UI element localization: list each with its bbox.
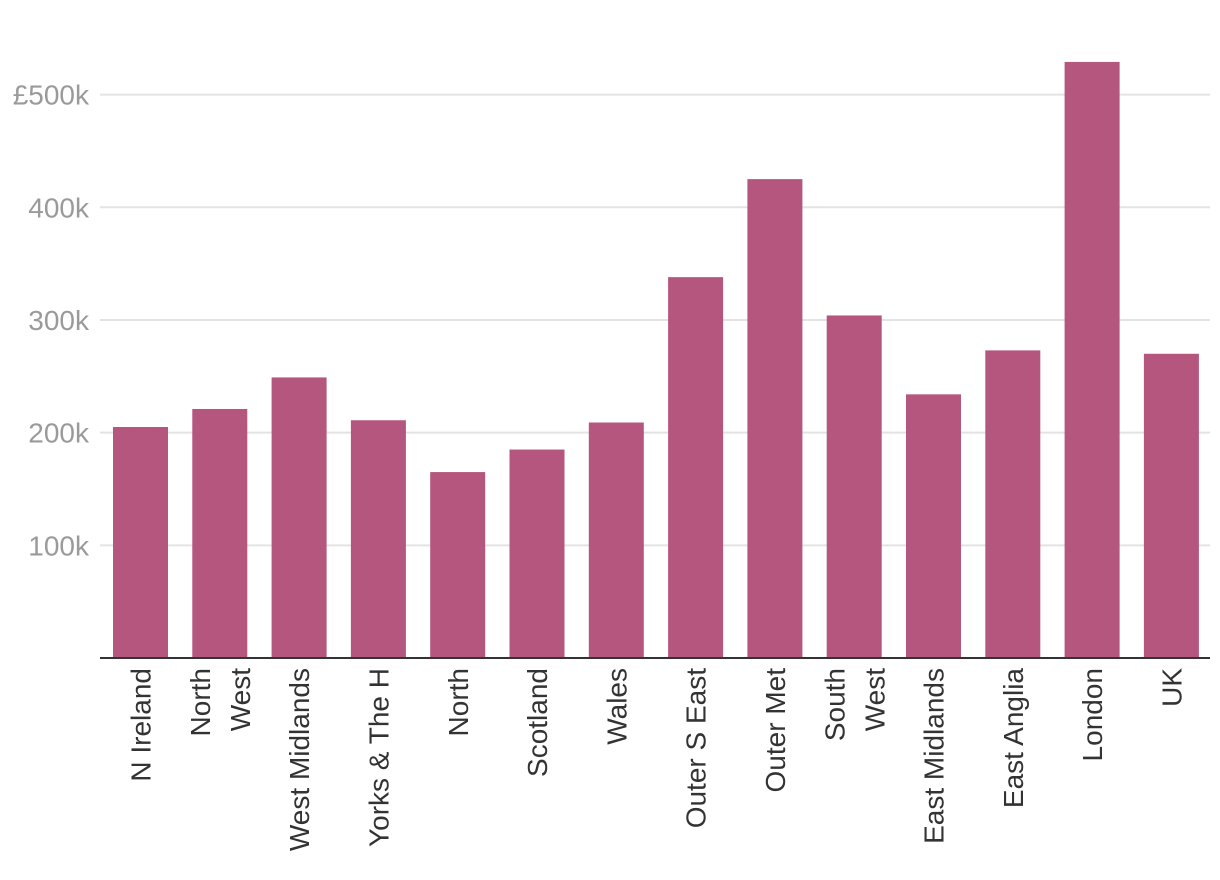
- x-tick-label-yorks-and-the-h: Yorks & The H: [364, 668, 395, 847]
- x-tick-label-wales: Wales: [601, 668, 632, 745]
- x-tick-label-east-anglia: East Anglia: [998, 668, 1029, 809]
- x-axis-labels: N Ireland North West West Midlands Yorks & T…: [126, 668, 1188, 852]
- bar-outer-s-east: [668, 277, 724, 658]
- y-tick-label-100k: 100k: [28, 530, 90, 561]
- x-tick-label-outer-met: Outer Met: [760, 668, 791, 793]
- bar-n-ireland: [113, 427, 168, 658]
- bar-uk: [1143, 353, 1199, 658]
- bar-london: [1064, 61, 1120, 658]
- bar-west-midlands: [271, 377, 327, 658]
- y-axis-ticks: 100k 200k 300k 400k £500k: [13, 80, 90, 562]
- x-tick-label-north: North: [443, 668, 474, 736]
- bar-outer-met: [747, 179, 803, 658]
- gridlines: [100, 93, 1210, 547]
- x-tick-label-south-west: South West: [819, 668, 890, 741]
- x-tick-label-west-midlands: West Midlands: [284, 668, 315, 851]
- x-tick-label-east-midlands: East Midlands: [919, 668, 950, 844]
- bar-east-anglia: [985, 350, 1041, 658]
- bar-south-west: [826, 315, 882, 658]
- y-tick-label-400k: 400k: [28, 192, 90, 223]
- bar-wales: [588, 422, 644, 658]
- bar-east-midlands: [906, 394, 961, 658]
- x-tick-label-outer-s-east: Outer S East: [681, 668, 712, 829]
- bar-north: [430, 472, 486, 658]
- x-tick-label-north-west: North West: [185, 668, 256, 737]
- bars: [113, 61, 1199, 658]
- x-tick-label-london: London: [1077, 668, 1108, 761]
- y-tick-label-200k: 200k: [28, 418, 90, 449]
- y-tick-label-500k: £500k: [13, 80, 90, 111]
- y-tick-label-300k: 300k: [28, 305, 90, 336]
- x-tick-label-scotland: Scotland: [522, 668, 553, 777]
- bar-yorks-and-the-h: [350, 420, 406, 658]
- bar-north-west: [192, 408, 248, 658]
- bar-scotland: [509, 449, 565, 658]
- x-tick-label-uk: UK: [1157, 668, 1188, 707]
- x-tick-label-n-ireland: N Ireland: [126, 668, 157, 782]
